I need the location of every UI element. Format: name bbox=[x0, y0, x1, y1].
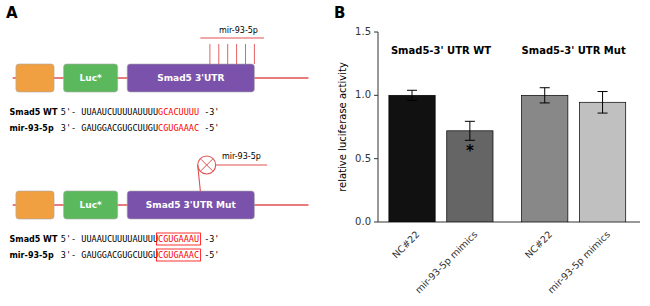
error-bar bbox=[465, 121, 475, 140]
y-tick-label: 1.0 bbox=[355, 89, 371, 100]
error-cap bbox=[407, 100, 417, 101]
error-bar bbox=[407, 90, 417, 100]
binding-tick bbox=[227, 44, 228, 64]
no-binding-cross bbox=[201, 159, 213, 171]
mirna-line bbox=[200, 37, 264, 38]
x-tick-label: mir-93-5p mimics bbox=[545, 229, 612, 296]
seed-sequence: GCACUUUU bbox=[158, 107, 199, 117]
sequence-name: Smad5 WT bbox=[10, 235, 58, 244]
error-bar bbox=[598, 92, 608, 114]
figure: ALuc*Smad5 3'UTRmir-93-5pSmad5 WT5'- UUA… bbox=[0, 0, 650, 306]
error-stem bbox=[544, 88, 545, 103]
error-cap bbox=[598, 113, 608, 114]
panel-label: A bbox=[6, 4, 18, 22]
mirna-label: mir-93-5p bbox=[219, 26, 258, 35]
sequence: 3'- GAUGGACGUGCUUGU bbox=[61, 123, 158, 133]
sequence-name: mir-93-5p bbox=[10, 251, 54, 260]
bar bbox=[579, 102, 625, 222]
error-cap bbox=[540, 87, 550, 88]
x-tick-label: mir-93-5p mimics bbox=[413, 229, 480, 296]
group-label: Smad5-3' UTR WT bbox=[391, 45, 491, 56]
seed-sequence: CGUGAAAC bbox=[158, 123, 199, 133]
sequence-end: -3' bbox=[199, 107, 219, 117]
binding-tick bbox=[254, 44, 255, 64]
sequence-name: mir-93-5p bbox=[10, 124, 54, 133]
sequence: 3'- GAUGGACGUGCUUGU bbox=[61, 250, 158, 260]
y-tick-label: 0.5 bbox=[355, 153, 371, 164]
panel-b: B 0.0 0.5 1.0 1.5 relative luciferase activit… bbox=[334, 4, 640, 295]
group-label: Smad5-3' UTR Mut bbox=[522, 45, 626, 56]
error-stem bbox=[602, 92, 603, 114]
sequence-end: -3' bbox=[199, 234, 219, 244]
seed-sequence: CGUGAAAU bbox=[158, 234, 199, 244]
significance-mark: * bbox=[466, 142, 474, 160]
box-label: Luc* bbox=[80, 200, 102, 210]
sequence-name: Smad5 WT bbox=[10, 108, 58, 117]
y-tick-label: 1.5 bbox=[355, 26, 371, 37]
y-tick bbox=[374, 32, 378, 33]
utr-box bbox=[127, 64, 254, 92]
wt-construct: Luc* Smad5 3'UTR mir-93-5p Smad5 WT5'- UUAA… bbox=[10, 26, 309, 133]
no-binding-cross bbox=[201, 159, 213, 171]
x-tick-label: NC#22 bbox=[523, 229, 555, 261]
sequence-end: -5' bbox=[199, 250, 219, 260]
luc-box bbox=[64, 191, 118, 219]
mut-construct: Luc* Smad5 3'UTR Mut mir-93-5p Smad5 WT5'- … bbox=[10, 152, 309, 261]
box-label: Luc* bbox=[80, 73, 102, 83]
bar bbox=[522, 95, 568, 222]
mirna-line bbox=[216, 164, 267, 165]
bars bbox=[389, 88, 626, 222]
bar bbox=[389, 95, 435, 222]
error-stem bbox=[469, 121, 470, 140]
promoter-box bbox=[16, 191, 54, 219]
mirna-label: mir-93-5p bbox=[222, 152, 261, 161]
error-cap bbox=[598, 91, 608, 92]
bar bbox=[447, 131, 493, 222]
panel-a: ALuc*Smad5 3'UTRmir-93-5pSmad5 WT5'- UUA… bbox=[6, 4, 308, 261]
mutation-box bbox=[157, 249, 201, 261]
sequence: 5'- UUAAUCUUUUAUUUU bbox=[61, 234, 158, 244]
panel-label: B bbox=[334, 4, 345, 22]
y-axis-line bbox=[378, 32, 379, 222]
mutation-box bbox=[157, 233, 201, 245]
binding-tick bbox=[236, 44, 237, 64]
x-tick-label: NC#22 bbox=[390, 229, 422, 261]
promoter-box bbox=[16, 64, 54, 92]
sequence: 5'- UUAAUCUUUUAUUUU bbox=[61, 107, 158, 117]
y-axis-label: relative luciferase activity bbox=[337, 62, 348, 192]
error-bar bbox=[540, 88, 550, 103]
binding-tick bbox=[218, 44, 219, 64]
error-cap bbox=[407, 90, 417, 91]
error-cap bbox=[465, 121, 475, 122]
y-tick-label: 0.0 bbox=[355, 216, 371, 227]
binding-tick bbox=[245, 44, 246, 64]
seed-sequence: CGUGAAAC bbox=[158, 250, 199, 260]
box-label: Smad5 3'UTR Mut bbox=[146, 200, 237, 210]
utr-box bbox=[127, 191, 254, 219]
error-cap bbox=[540, 102, 550, 103]
y-tick bbox=[374, 222, 378, 223]
luc-box bbox=[64, 64, 118, 92]
no-binding-circle bbox=[198, 156, 216, 174]
y-tick bbox=[374, 158, 378, 159]
sequence-end: -5' bbox=[199, 123, 219, 133]
binding-tick bbox=[209, 44, 210, 64]
y-tick bbox=[374, 95, 378, 96]
box-label: Smad5 3'UTR bbox=[157, 73, 224, 83]
error-stem bbox=[412, 90, 413, 100]
